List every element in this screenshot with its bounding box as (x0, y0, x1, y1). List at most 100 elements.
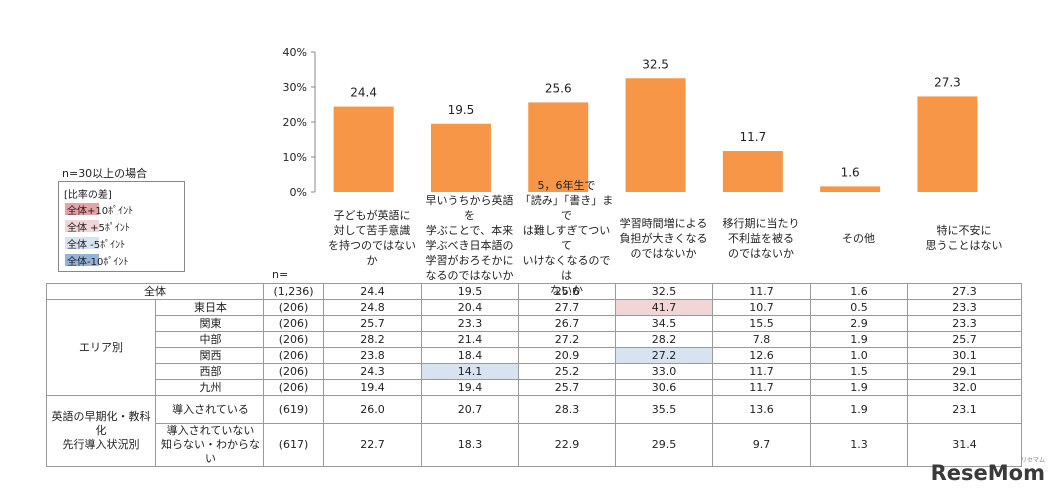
value-cell: 11.7 (712, 363, 811, 380)
bar (625, 78, 686, 192)
value-cell: 0.5 (810, 299, 908, 316)
value-cell: 10.7 (712, 299, 811, 316)
row-label: 中部 (155, 331, 264, 348)
value-cell: 28.3 (518, 395, 616, 424)
value-cell: 9.7 (712, 423, 811, 467)
bar-value-label: 11.7 (739, 130, 766, 144)
value-cell: 1.5 (810, 363, 908, 380)
value-cell: 23.3 (907, 315, 1022, 332)
value-cell: 32.0 (907, 379, 1022, 396)
value-cell: 25.7 (518, 379, 616, 396)
bar (430, 123, 491, 192)
resemom-logo: ReseMom (930, 461, 1045, 485)
legend-label: 全体+10ﾎﾟｲﾝﾄ (67, 205, 134, 217)
bar-value-label: 27.3 (934, 75, 961, 89)
bar-value-label: 25.6 (545, 81, 572, 95)
value-cell: 25.7 (323, 315, 422, 332)
table-row: 九州 (206) 19.4 19.4 25.7 30.6 11.7 1.9 32.0 (47, 379, 1022, 396)
bar-chart: 40% 30% 20% 10% 0% 24.4 19.5 25.6 32.5 11.7 1.6 27.… (283, 46, 978, 199)
value-cell: 28.2 (323, 331, 422, 348)
y-tick-label: 10% (283, 151, 307, 164)
bar (333, 106, 394, 192)
value-cell: 32.5 (615, 283, 713, 300)
value-cell: 34.5 (615, 315, 713, 332)
value-cell: 27.2 (615, 347, 713, 364)
legend-swatch (65, 220, 99, 232)
value-cell: 23.3 (907, 299, 1022, 316)
legend-swatch (65, 237, 99, 249)
category-header: 移行期に当たり 不利益を被る のではないか (722, 216, 800, 260)
data-table: 全体 (1,236) 24.4 19.5 25.6 32.5 11.7 1.6 27.3 エリア別… (46, 283, 1022, 467)
category-header: 5，6年生で 「読み」「書き」まで は難しすぎてついて いけなくなるのでは ない… (519, 179, 614, 297)
value-cell: 1.9 (810, 331, 908, 348)
row-label: 導入されていない 知らない・わからない (155, 423, 264, 467)
value-cell: 1.6 (810, 283, 908, 300)
value-cell: 23.1 (907, 395, 1022, 424)
legend-item: 全体-10ﾎﾟｲﾝﾄ (65, 253, 128, 268)
value-cell: 30.1 (907, 347, 1022, 364)
value-cell: 1.9 (810, 395, 908, 424)
value-cell: 22.9 (518, 423, 616, 467)
value-cell: 21.4 (421, 331, 519, 348)
category-header: 学習時間増による 負担が大きくなる のではないか (619, 216, 708, 260)
row-label: 関東 (155, 315, 264, 332)
legend-item: 全体 +5ﾎﾟｲﾝﾄ (65, 219, 130, 234)
value-cell: 19.4 (421, 379, 519, 396)
value-cell: 27.7 (518, 299, 616, 316)
value-cell: 25.6 (518, 283, 616, 300)
y-tick-label: 20% (283, 116, 307, 129)
value-cell: 24.8 (323, 299, 422, 316)
value-cell: 29.1 (907, 363, 1022, 380)
value-cell: 12.6 (712, 347, 811, 364)
value-cell: 29.5 (615, 423, 713, 467)
value-cell: 13.6 (712, 395, 811, 424)
bar-value-label: 1.6 (841, 165, 860, 179)
sample-size: (206) (263, 363, 324, 380)
value-cell: 24.4 (323, 283, 422, 300)
value-cell: 20.9 (518, 347, 616, 364)
table-row: 英語の早期化・教科化 先行導入状況別 導入されている (619) 26.0 20.7 28… (46, 395, 1022, 467)
value-cell: 26.0 (323, 395, 422, 424)
bar-value-label: 32.5 (642, 57, 669, 71)
table-row: 関西 (206) 23.8 18.4 20.9 27.2 12.6 1.0 30.1 (47, 347, 1022, 364)
value-cell: 1.9 (810, 379, 908, 396)
value-cell: 25.7 (907, 331, 1022, 348)
value-cell: 27.2 (518, 331, 616, 348)
value-cell: 1.3 (810, 423, 908, 467)
value-cell: 20.4 (421, 299, 519, 316)
y-tick-label: 40% (283, 46, 307, 59)
value-cell: 11.7 (712, 283, 811, 300)
sample-size: (206) (263, 331, 324, 348)
value-cell: 35.5 (615, 395, 713, 424)
value-cell: 7.8 (712, 331, 811, 348)
sample-size: (617) (263, 423, 324, 467)
row-label: 関西 (155, 347, 264, 364)
y-tick-label: 0% (290, 186, 307, 199)
value-cell: 27.3 (907, 283, 1022, 300)
legend-title: [比率の差] (64, 190, 112, 201)
bar (917, 96, 978, 192)
row-label: 西部 (155, 363, 264, 380)
value-cell: 23.8 (323, 347, 422, 364)
sample-size: (619) (263, 395, 324, 424)
logo-subtext: リセマム (1020, 457, 1045, 464)
value-cell: 41.7 (615, 299, 713, 316)
table-row: エリア別 東日本 (206) 24.8 20.4 27.7 41.7 10.7 0.5 23.3 (46, 299, 1022, 396)
sample-size: (1,236) (263, 283, 324, 300)
value-cell: 20.7 (421, 395, 519, 424)
row-label: 東日本 (155, 299, 264, 316)
value-cell: 14.1 (421, 363, 519, 380)
n-label: n= (272, 268, 289, 281)
value-cell: 31.4 (907, 423, 1022, 467)
sample-size: (206) (263, 315, 324, 332)
table-row: 中部 (206) 28.2 21.4 27.2 28.2 7.8 1.9 25.7 (47, 331, 1022, 348)
legend-item: 全体 -5ﾎﾟｲﾝﾄ (65, 236, 125, 251)
bar (722, 151, 783, 192)
y-tick-label: 30% (283, 81, 307, 94)
bar (820, 186, 881, 192)
value-cell: 19.5 (421, 283, 519, 300)
group-label: 英語の早期化・教科化 先行導入状況別 (46, 395, 156, 467)
bar (528, 102, 589, 192)
table-row: 関東 (206) 25.7 23.3 26.7 34.5 15.5 2.9 23.3 (47, 315, 1022, 332)
table-row-total: 全体 (1,236) 24.4 19.5 25.6 32.5 11.7 1.6 27.3 (46, 283, 1022, 300)
